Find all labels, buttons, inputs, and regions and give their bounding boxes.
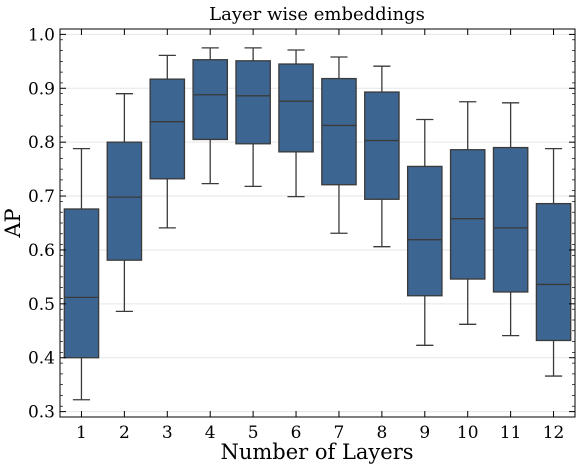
x-tick-label: 6: [291, 423, 302, 443]
box-12: [535, 147, 572, 377]
box-7: [321, 56, 357, 234]
y-tick-label: 0.4: [28, 349, 55, 369]
iqr-box: [192, 59, 229, 141]
x-tick-label: 2: [119, 423, 130, 443]
box-series: [63, 47, 572, 401]
box-9: [406, 118, 443, 346]
y-tick-label: 0.6: [28, 241, 55, 261]
box-6: [278, 49, 314, 198]
box-11: [492, 102, 529, 337]
box-3: [149, 54, 186, 229]
x-tick-label: 5: [248, 423, 259, 443]
y-tick-label: 1.0: [28, 25, 55, 45]
iqr-box: [449, 149, 486, 280]
iqr-box: [106, 141, 143, 261]
y-tick-label: 0.3: [28, 403, 55, 423]
iqr-box: [535, 202, 572, 342]
x-axis-label: Number of Layers: [220, 440, 413, 464]
x-tick-label: 12: [543, 423, 565, 443]
chart-title: Layer wise embeddings: [209, 4, 425, 25]
iqr-box: [235, 60, 271, 145]
x-tick-label: 10: [457, 423, 479, 443]
x-tick-label: 11: [500, 423, 522, 443]
grid-lines: [60, 33, 575, 413]
y-tick-label: 0.8: [28, 133, 55, 153]
iqr-box: [321, 77, 357, 186]
y-axis-label: AP: [1, 208, 25, 238]
x-tick-label: 9: [419, 423, 430, 443]
axis-ticks: 0.30.40.50.60.70.80.91.01 2 3 4 5 6 7 8 9 10 11 12: [28, 25, 575, 443]
y-tick-label: 0.5: [28, 295, 55, 315]
iqr-box: [406, 165, 443, 297]
box-2: [106, 93, 143, 313]
y-tick-label: 0.9: [28, 79, 55, 99]
box-1: [63, 147, 100, 401]
box-4: [192, 47, 229, 185]
box-10: [449, 101, 486, 325]
box-5: [235, 47, 271, 188]
iqr-box: [364, 91, 400, 200]
x-tick-label: 1: [76, 423, 87, 443]
iqr-box: [492, 146, 529, 293]
y-tick-label: 0.7: [28, 187, 55, 207]
x-tick-label: 3: [162, 423, 173, 443]
box-8: [364, 65, 400, 248]
iqr-box: [278, 63, 314, 153]
x-tick-label: 4: [205, 423, 216, 443]
x-tick-label: 8: [376, 423, 387, 443]
x-tick-label: 7: [334, 423, 345, 443]
iqr-box: [149, 78, 186, 180]
iqr-box: [63, 208, 100, 359]
